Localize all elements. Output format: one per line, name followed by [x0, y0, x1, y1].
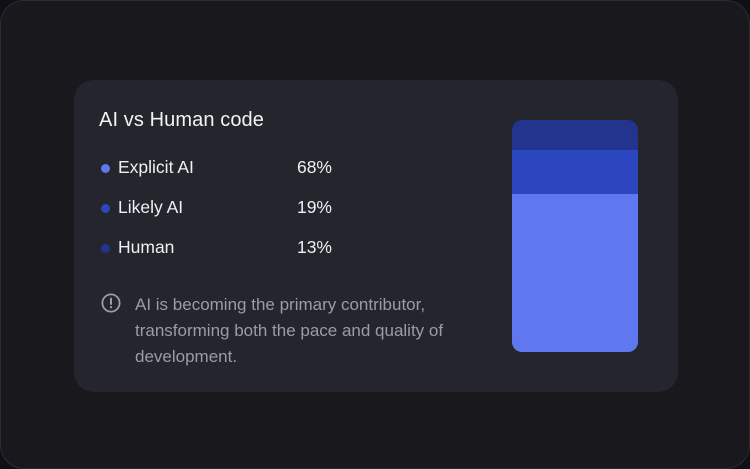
bar-segment-explicit-ai [512, 194, 638, 352]
legend-dot-icon [101, 164, 110, 173]
legend-dot-icon [101, 204, 110, 213]
legend-item-explicit-ai: Explicit AI 68% [100, 157, 340, 197]
alert-circle-icon [101, 293, 121, 313]
legend-label: Human [118, 237, 175, 257]
stacked-bar-chart [512, 120, 638, 352]
insight-text: AI is becoming the primary contributor, … [135, 295, 444, 366]
legend-value: 68% [296, 157, 332, 177]
card-title: AI vs Human code [99, 109, 265, 131]
legend-label: Explicit AI [118, 157, 194, 177]
bar-segment-human [512, 120, 638, 151]
chart-legend: Explicit AI 68% Likely AI 19% Human 13% [100, 157, 340, 277]
legend-value: 13% [296, 237, 332, 257]
ai-vs-human-card: AI vs Human code Explicit AI 68% Likely … [74, 80, 678, 392]
bar-segment-likely-ai [512, 150, 638, 195]
legend-label: Likely AI [118, 197, 184, 217]
legend-item-likely-ai: Likely AI 19% [100, 197, 340, 237]
legend-dot-icon [101, 244, 110, 253]
legend-value: 19% [296, 197, 332, 217]
legend-item-human: Human 13% [100, 237, 340, 277]
